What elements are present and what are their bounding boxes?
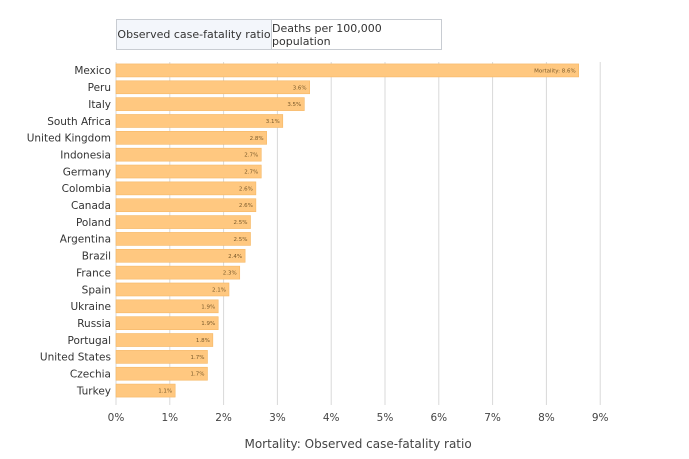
category-label: Brazil bbox=[82, 251, 111, 263]
category-label: Peru bbox=[88, 82, 111, 94]
category-label: South Africa bbox=[47, 116, 111, 128]
bar bbox=[115, 282, 230, 297]
x-tick-label: 3% bbox=[269, 412, 286, 424]
x-tick-label: 6% bbox=[430, 412, 447, 424]
category-label: Portugal bbox=[68, 335, 112, 347]
category-label: Argentina bbox=[60, 234, 111, 246]
bar-value-label: 1.7% bbox=[190, 355, 204, 361]
x-tick-label: 5% bbox=[377, 412, 394, 424]
bar-value-label: 1.7% bbox=[190, 372, 204, 378]
x-tick-label: 8% bbox=[538, 412, 555, 424]
bar bbox=[115, 215, 251, 229]
category-label: Russia bbox=[77, 318, 111, 330]
category-label: Czechia bbox=[70, 369, 111, 381]
bar bbox=[115, 147, 262, 162]
bar-value-label: Mortality: 8.6% bbox=[534, 68, 576, 74]
category-label: Poland bbox=[76, 217, 111, 229]
category-label: United Kingdom bbox=[27, 133, 111, 145]
bar-value-label: 2.4% bbox=[228, 254, 242, 260]
bar-value-label: 2.6% bbox=[239, 186, 253, 192]
x-tick-label: 7% bbox=[484, 412, 501, 424]
bar bbox=[115, 299, 219, 314]
bar-value-label: 3.1% bbox=[266, 119, 280, 125]
bar-value-label: 2.7% bbox=[244, 153, 258, 159]
bar bbox=[115, 350, 208, 364]
category-label: Italy bbox=[88, 99, 111, 111]
category-label: Ukraine bbox=[70, 301, 111, 313]
bar bbox=[115, 265, 241, 280]
x-tick-label: 1% bbox=[161, 412, 178, 424]
bar bbox=[115, 232, 251, 246]
bar-value-label: 2.6% bbox=[239, 203, 253, 209]
bar-value-label: 3.5% bbox=[287, 102, 301, 108]
bar-value-label: 1.9% bbox=[201, 304, 215, 310]
category-label: Turkey bbox=[76, 385, 111, 397]
bar bbox=[115, 114, 284, 128]
tab-case-fatality-ratio[interactable]: Observed case-fatality ratio bbox=[116, 19, 271, 50]
category-label: United States bbox=[40, 352, 111, 364]
bar bbox=[115, 333, 214, 347]
bar-value-label: 3.6% bbox=[293, 85, 307, 91]
bar bbox=[115, 80, 310, 95]
category-label: Canada bbox=[71, 200, 111, 212]
x-axis-title: Mortality: Observed case-fatality ratio bbox=[244, 437, 471, 451]
bar bbox=[115, 366, 208, 381]
x-tick-label: 0% bbox=[108, 412, 125, 424]
bar bbox=[115, 164, 262, 179]
metric-tabs: Observed case-fatality ratio Deaths per … bbox=[116, 19, 442, 50]
bar-value-label: 2.5% bbox=[234, 220, 248, 226]
bar bbox=[115, 383, 176, 398]
bar-value-label: 2.8% bbox=[250, 136, 264, 142]
bar bbox=[115, 248, 246, 263]
category-label: France bbox=[76, 267, 111, 279]
bar-value-label: 2.5% bbox=[234, 237, 248, 243]
category-label: Colombia bbox=[62, 183, 111, 195]
bar-value-label: 2.1% bbox=[212, 287, 226, 293]
bar bbox=[115, 181, 257, 196]
bar-value-label: 1.8% bbox=[196, 338, 210, 344]
category-label: Indonesia bbox=[60, 149, 111, 161]
bar bbox=[115, 97, 305, 111]
bar-value-label: 2.7% bbox=[244, 170, 258, 176]
category-label: Spain bbox=[82, 284, 111, 296]
x-tick-label: 9% bbox=[592, 412, 609, 424]
bar-value-label: 1.1% bbox=[158, 389, 172, 395]
x-tick-label: 4% bbox=[323, 412, 340, 424]
category-label: Mexico bbox=[74, 65, 111, 77]
bar-value-label: 1.9% bbox=[201, 321, 215, 327]
tab-deaths-per-100k[interactable]: Deaths per 100,000 population bbox=[271, 19, 442, 50]
x-tick-label: 2% bbox=[215, 412, 232, 424]
bar bbox=[115, 63, 579, 78]
bar bbox=[115, 131, 267, 145]
bar bbox=[115, 198, 257, 213]
category-label: Germany bbox=[63, 166, 111, 178]
bar bbox=[115, 316, 219, 330]
bar-value-label: 2.3% bbox=[223, 271, 237, 277]
